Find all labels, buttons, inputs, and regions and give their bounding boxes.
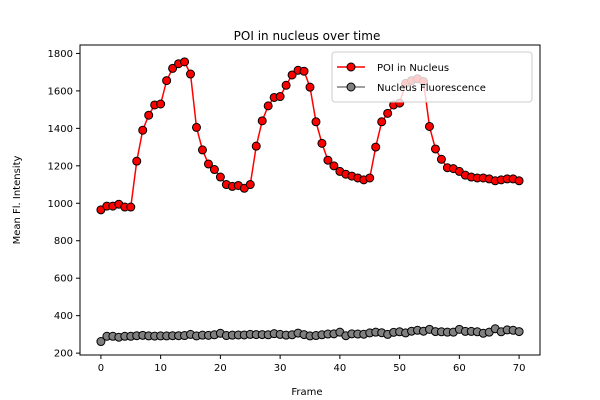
data-point-0 bbox=[263, 101, 273, 111]
y-tick-label: 1400 bbox=[48, 124, 73, 135]
data-point-0 bbox=[299, 66, 309, 76]
data-point-0 bbox=[287, 70, 297, 80]
data-point-0 bbox=[257, 116, 267, 126]
data-point-0 bbox=[281, 80, 291, 90]
legend-marker bbox=[346, 82, 356, 92]
data-point-0 bbox=[156, 99, 166, 109]
legend-marker bbox=[346, 62, 356, 72]
data-point-0 bbox=[168, 63, 178, 73]
legend: POI in Nucleus Nucleus Fluorescence bbox=[331, 51, 533, 103]
legend-label: POI in Nucleus bbox=[377, 63, 449, 74]
data-point-0 bbox=[191, 122, 201, 132]
data-point-0 bbox=[436, 154, 446, 164]
data-point-0 bbox=[377, 117, 387, 127]
data-point-0 bbox=[186, 69, 196, 79]
y-tick-label: 1000 bbox=[48, 199, 73, 210]
data-point-0 bbox=[132, 156, 142, 166]
y-tick-label: 1600 bbox=[48, 86, 73, 97]
data-point-0 bbox=[430, 144, 440, 154]
x-tick-label: 70 bbox=[513, 363, 526, 374]
data-point-0 bbox=[215, 172, 225, 182]
plot-frame bbox=[79, 44, 541, 356]
y-tick-label: 200 bbox=[54, 349, 73, 360]
x-tick-label: 0 bbox=[98, 363, 104, 374]
data-point-0 bbox=[305, 82, 315, 92]
x-tick-label: 10 bbox=[154, 363, 167, 374]
data-point-0 bbox=[138, 125, 148, 135]
y-tick-label: 1200 bbox=[48, 161, 73, 172]
data-point-0 bbox=[371, 142, 381, 152]
x-tick-label: 60 bbox=[453, 363, 466, 374]
data-point-1 bbox=[514, 327, 524, 337]
y-tick-label: 400 bbox=[54, 311, 73, 322]
series-markers bbox=[96, 57, 524, 347]
data-point-0 bbox=[209, 165, 219, 175]
y-axis-label: Mean Fl. Intensity bbox=[12, 156, 23, 245]
x-axis-label: Frame bbox=[291, 387, 322, 398]
data-point-0 bbox=[180, 57, 190, 67]
x-axis-ticks: 0 10 20 30 40 50 60 70 bbox=[98, 355, 526, 374]
data-point-0 bbox=[126, 202, 136, 212]
y-tick-label: 600 bbox=[54, 274, 73, 285]
legend-box bbox=[331, 51, 533, 103]
data-point-0 bbox=[323, 155, 333, 165]
data-point-0 bbox=[329, 161, 339, 171]
data-point-0 bbox=[144, 110, 154, 120]
data-point-0 bbox=[162, 76, 172, 86]
data-point-0 bbox=[311, 117, 321, 127]
data-point-0 bbox=[203, 159, 213, 169]
x-tick-label: 30 bbox=[274, 363, 287, 374]
data-point-0 bbox=[197, 145, 207, 155]
data-point-0 bbox=[514, 176, 524, 186]
data-point-0 bbox=[424, 121, 434, 131]
data-point-0 bbox=[251, 141, 261, 151]
y-tick-label: 1800 bbox=[48, 49, 73, 60]
chart-title: POI in nucleus over time bbox=[234, 29, 381, 43]
data-point-0 bbox=[365, 173, 375, 183]
data-point-0 bbox=[383, 108, 393, 118]
plot-area: 0 10 20 30 40 50 60 70 200 400 600 800 1000 1200 1400… bbox=[48, 44, 541, 374]
data-point-0 bbox=[275, 92, 285, 102]
y-axis-ticks: 200 400 600 800 1000 1200 1400 1600 1800 bbox=[48, 49, 80, 360]
x-tick-label: 50 bbox=[393, 363, 406, 374]
data-point-0 bbox=[317, 138, 327, 148]
x-tick-label: 20 bbox=[214, 363, 227, 374]
data-point-1 bbox=[96, 337, 106, 347]
data-point-0 bbox=[245, 180, 255, 190]
x-tick-label: 40 bbox=[334, 363, 347, 374]
legend-label: Nucleus Fluorescence bbox=[377, 83, 486, 94]
y-tick-label: 800 bbox=[54, 236, 73, 247]
